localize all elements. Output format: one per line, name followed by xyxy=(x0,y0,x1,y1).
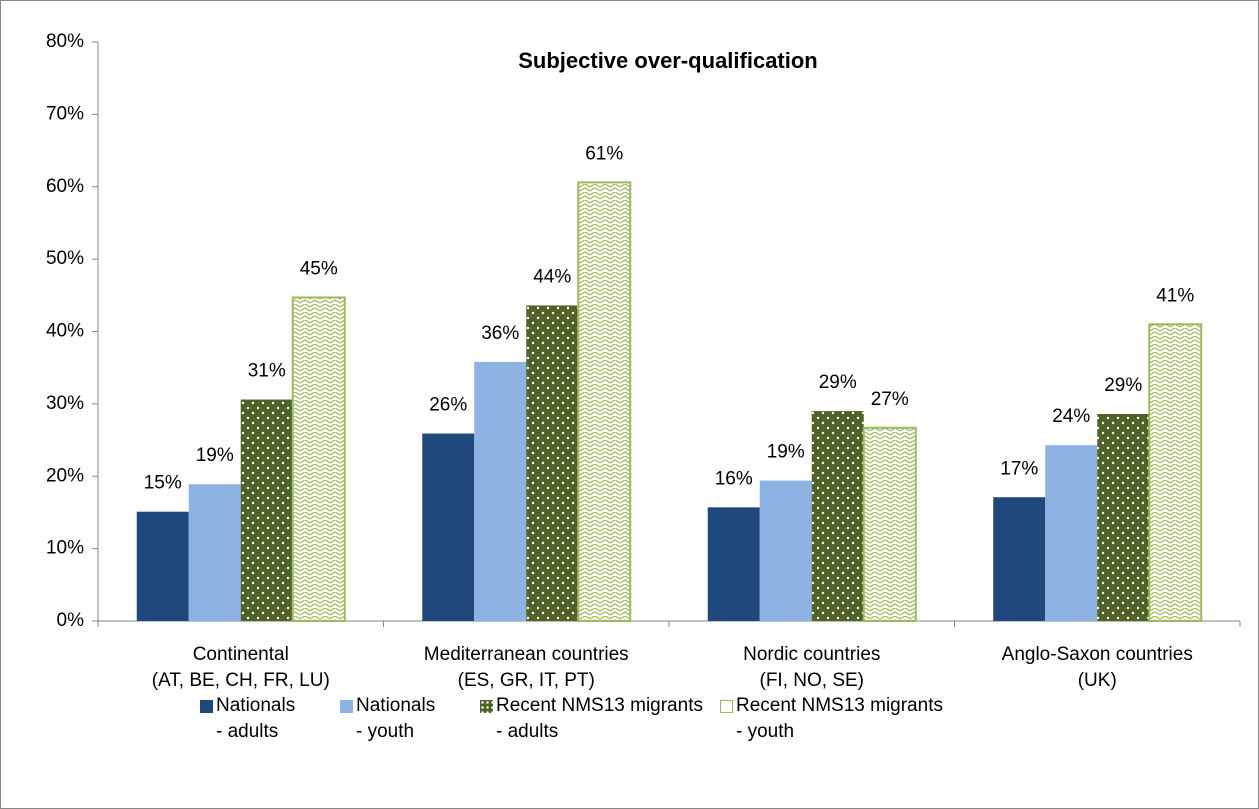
legend-swatch xyxy=(720,700,733,713)
legend-label: Recent NMS13 migrants - youth xyxy=(736,695,943,742)
data-label: 27% xyxy=(871,389,909,410)
x-tick-label: Continental (AT, BE, CH, FR, LU) xyxy=(151,644,330,691)
bar xyxy=(993,497,1046,621)
data-label: 61% xyxy=(585,143,623,164)
y-tick-label: 0% xyxy=(57,610,85,631)
bar xyxy=(526,305,579,621)
data-label: 29% xyxy=(819,372,857,393)
bar xyxy=(1148,323,1203,622)
bar xyxy=(862,426,917,623)
y-tick-label: 50% xyxy=(46,248,84,269)
legend-label: Nationals - youth xyxy=(356,695,436,742)
data-label: 24% xyxy=(1052,406,1090,427)
bar xyxy=(474,361,527,621)
y-tick-label: 30% xyxy=(46,393,84,414)
legend-swatch xyxy=(480,700,493,713)
y-tick-label: 40% xyxy=(46,321,84,342)
bar xyxy=(136,511,189,621)
data-label: 16% xyxy=(715,468,753,489)
bar xyxy=(707,507,760,621)
bar xyxy=(291,296,346,622)
y-tick-label: 70% xyxy=(46,103,84,124)
y-tick-label: 10% xyxy=(46,538,84,559)
data-label: 17% xyxy=(1000,458,1038,479)
x-tick-label: Mediterranean countries (ES, GR, IT, PT) xyxy=(423,644,629,691)
data-label: 41% xyxy=(1156,285,1194,306)
data-label: 19% xyxy=(767,442,805,463)
y-tick-label: 80% xyxy=(46,31,84,52)
bar xyxy=(1097,414,1150,621)
data-label: 31% xyxy=(248,361,286,382)
data-label: 26% xyxy=(429,395,467,416)
chart-title: Subjective over-qualification xyxy=(518,48,818,73)
x-tick-label: Nordic countries (FI, NO, SE) xyxy=(743,644,881,691)
y-tick-label: 60% xyxy=(46,176,84,197)
data-label: 45% xyxy=(300,258,338,279)
bar xyxy=(422,433,475,621)
legend-label: Nationals - adults xyxy=(216,695,296,742)
y-tick-label: 20% xyxy=(46,465,84,486)
legend-label: Recent NMS13 migrants - adults xyxy=(496,695,703,742)
data-label: 19% xyxy=(196,445,234,466)
legend-swatch xyxy=(340,700,353,713)
bar xyxy=(240,399,293,621)
bar xyxy=(759,480,812,621)
data-label: 36% xyxy=(481,323,519,344)
data-label: 15% xyxy=(144,473,182,494)
bar xyxy=(577,181,632,622)
x-tick-label: Anglo-Saxon countries (UK) xyxy=(1001,644,1193,691)
bar xyxy=(188,484,241,621)
legend-swatch xyxy=(200,700,213,713)
bar xyxy=(1045,445,1098,621)
data-label: 44% xyxy=(533,266,571,287)
data-label: 29% xyxy=(1104,375,1142,396)
bar xyxy=(811,411,864,621)
